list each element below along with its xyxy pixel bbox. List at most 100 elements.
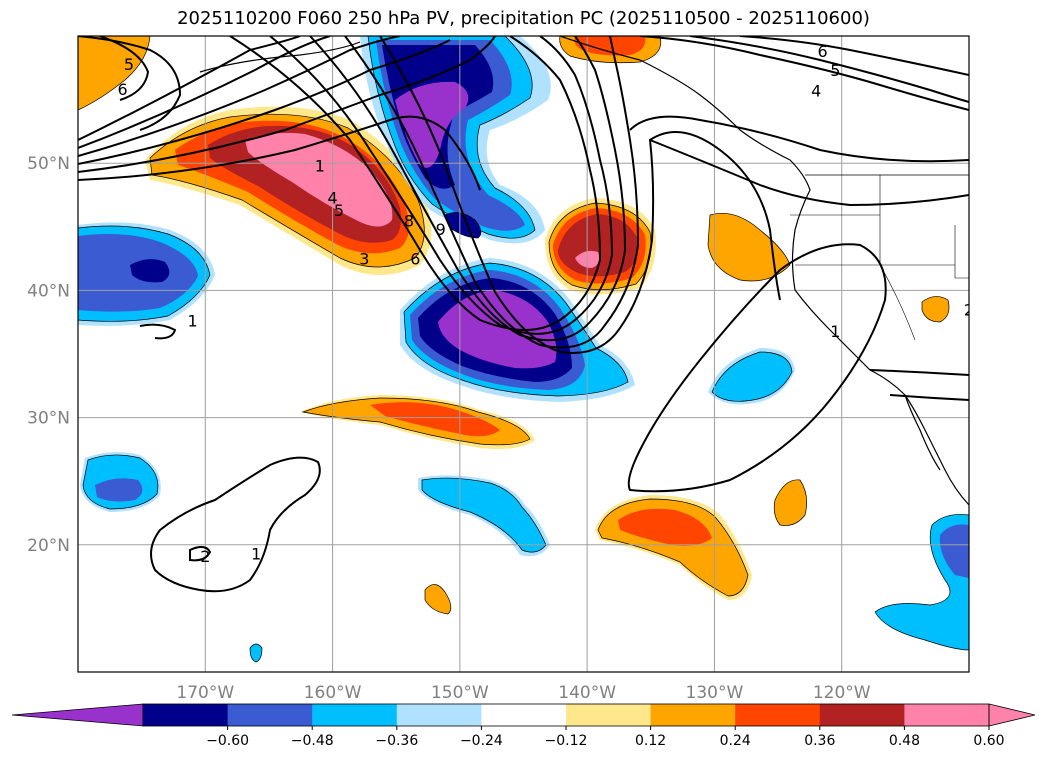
contour-label: 5 xyxy=(124,55,134,74)
contour-label: 6 xyxy=(117,80,127,99)
lon-label-120w: 120°W xyxy=(813,683,871,703)
colorbar-bin xyxy=(735,704,821,726)
pv-contour-ridge-e xyxy=(379,36,781,354)
contour-label: 3 xyxy=(359,249,369,268)
contour-label: 1 xyxy=(830,322,840,341)
shaded-region-small-orange xyxy=(424,584,452,615)
shaded-region-north-orangered xyxy=(574,36,646,56)
pv-contours xyxy=(78,36,969,593)
pv-contour-east-5 xyxy=(649,139,969,207)
pv-contour-6 xyxy=(78,115,481,191)
contour-label: 4 xyxy=(327,188,337,207)
lon-label-140w: 140°W xyxy=(558,683,616,703)
colorbar-bin xyxy=(481,704,567,726)
colorbar-bin xyxy=(312,704,398,726)
longitude-labels: 170°W 160°W 150°W 140°W 130°W 120°W xyxy=(176,683,870,703)
colorbar-extend-high xyxy=(988,703,1036,727)
shaded-region-coast-orange xyxy=(707,212,791,282)
colorbar-tick-label: −0.60 xyxy=(206,733,249,749)
pv-contour-ridge-b xyxy=(269,36,614,335)
pv-contour-east-6 xyxy=(869,369,969,376)
shaded-region-subtropic-orangered xyxy=(370,402,500,437)
contour-label: 6 xyxy=(410,249,420,268)
shaded-region-east-sky xyxy=(711,351,793,402)
contour-label: 5 xyxy=(334,201,344,220)
shaded-region-tiny-blue xyxy=(249,643,263,663)
shaded-region-positive-pink xyxy=(245,132,393,227)
pv-contour-east-4 xyxy=(629,115,969,163)
contour-label: 4 xyxy=(811,82,821,101)
shaded-region-south-orangered xyxy=(618,508,712,546)
pv-contour-west-loop xyxy=(150,456,321,593)
colorbar-bin xyxy=(904,704,990,726)
shaded-region-center-navy-blob xyxy=(444,212,482,239)
colorbar-bin xyxy=(143,704,229,726)
colorbar-bin xyxy=(566,704,652,726)
state-borders xyxy=(790,175,969,341)
colorbar-tick-label: −0.36 xyxy=(375,733,418,749)
colorbar-tick-label: 0.24 xyxy=(720,733,751,749)
pv-contour-ridge-d xyxy=(344,36,640,349)
pv-contour-east-3 xyxy=(739,36,969,76)
latitude-labels: 50°N 40°N 30°N 20°N xyxy=(27,154,70,556)
contour-label: 5 xyxy=(830,61,840,80)
colorbar-tick-label: −0.24 xyxy=(460,733,503,749)
lon-label-160w: 160°W xyxy=(304,683,362,703)
pv-contour-4 xyxy=(78,39,451,165)
pv-contour-ridge-c xyxy=(309,36,627,342)
contour-label: 9 xyxy=(436,220,446,239)
shaded-region-inland-orange xyxy=(921,296,950,323)
contour-label: 2 xyxy=(200,547,210,566)
lat-label-50n: 50°N xyxy=(27,154,70,174)
shaded-region-sw-royal xyxy=(95,478,143,502)
pv-contour-2 xyxy=(78,36,331,149)
pv-contour-nw-2 xyxy=(99,36,150,101)
colorbar-tick-label: −0.48 xyxy=(291,733,334,749)
colorbar-tick-label: 0.12 xyxy=(635,733,666,749)
contour-label: 1 xyxy=(315,157,325,176)
colorbar-bin xyxy=(819,704,905,726)
colorbar-tick-label: 0.48 xyxy=(889,733,920,749)
contour-label: 6 xyxy=(818,42,828,61)
pv-contour-east-7 xyxy=(889,394,969,401)
pv-contour-ridge-a xyxy=(229,36,602,331)
lon-label-170w: 170°W xyxy=(176,683,234,703)
north-america-coast xyxy=(559,36,969,506)
map-title: 2025110200 F060 250 hPa PV, precipitatio… xyxy=(177,8,870,29)
lat-label-20n: 20°N xyxy=(27,536,70,556)
pv-contour-1 xyxy=(78,36,301,141)
shaded-region-nw-orange xyxy=(78,36,151,111)
lat-label-30n: 30°N xyxy=(27,409,70,429)
contour-label: 1 xyxy=(187,312,197,331)
contour-label: 1 xyxy=(251,545,261,564)
contour-label: 2 xyxy=(964,300,974,319)
pv-contour-east-2 xyxy=(689,36,969,103)
lon-label-150w: 150°W xyxy=(431,683,489,703)
colorbar-bin xyxy=(396,704,482,726)
colorbar: −0.60 −0.48 −0.36 −0.24 −0.12 0.12 0.24 0.36 0.4… xyxy=(11,703,1036,749)
gridlines xyxy=(78,36,969,672)
contour-label: 8 xyxy=(404,211,414,230)
pv-contour-trough-loop xyxy=(627,243,887,493)
colorbar-tick-label: 0.36 xyxy=(804,733,835,749)
pv-contour-east-1 xyxy=(639,36,969,111)
baja-coast xyxy=(904,394,941,471)
pv-contour-sw-open xyxy=(139,323,177,340)
shaded-region-west-navy xyxy=(130,259,170,283)
lon-label-130w: 130°W xyxy=(686,683,744,703)
lat-label-40n: 40°N xyxy=(27,281,70,301)
colorbar-tick-label: −0.12 xyxy=(545,733,588,749)
shaded-region-se-corner-royal xyxy=(939,524,969,578)
colorbar-bin xyxy=(227,704,313,726)
colorbar-bin xyxy=(650,704,736,726)
shaded-region-se-orange xyxy=(773,479,807,526)
map-frame xyxy=(77,35,970,673)
colorbar-tick-label: 0.60 xyxy=(973,733,1004,749)
pv-contour-west-small-loop xyxy=(189,546,212,562)
colorbar-extend-low xyxy=(11,703,144,727)
pv-contour-5 xyxy=(78,36,496,173)
pv-contour-3 xyxy=(78,36,401,157)
